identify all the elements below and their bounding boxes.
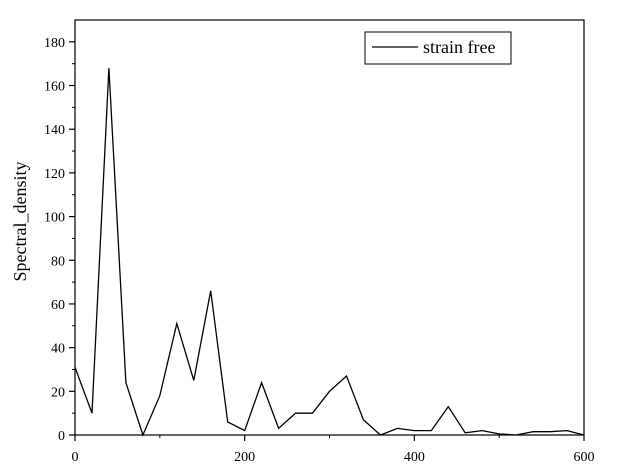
y-tick-label: 120 bbox=[44, 167, 65, 182]
y-axis-title: Spectral_density bbox=[10, 162, 30, 282]
y-tick-label: 80 bbox=[51, 254, 65, 269]
x-tick-label: 0 bbox=[72, 450, 79, 465]
y-tick-label: 20 bbox=[51, 385, 65, 400]
x-tick-label: 600 bbox=[574, 450, 595, 465]
x-axis-ticks: 0 200 400 600 bbox=[72, 435, 595, 465]
series-line-strain-free bbox=[74, 68, 585, 437]
legend-label: strain free bbox=[423, 37, 495, 57]
x-tick-label: 200 bbox=[234, 450, 255, 465]
legend-box bbox=[364, 31, 512, 65]
legend: strain free bbox=[364, 31, 512, 65]
plot-frame bbox=[74, 19, 585, 436]
y-tick-label: 140 bbox=[44, 123, 65, 138]
series-layer bbox=[74, 68, 585, 437]
y-tick-label: 40 bbox=[51, 342, 65, 357]
y-tick-label: 160 bbox=[44, 80, 65, 95]
y-tick-label: 180 bbox=[44, 36, 65, 51]
y-tick-label: 100 bbox=[44, 211, 65, 226]
x-tick-label: 400 bbox=[404, 450, 425, 465]
y-tick-label: 60 bbox=[51, 298, 65, 313]
y-tick-label: 0 bbox=[58, 429, 65, 444]
y-axis-ticks: 0 20 40 60 80 100 120 140 160 180 bbox=[44, 36, 75, 444]
plot-border bbox=[74, 19, 585, 436]
